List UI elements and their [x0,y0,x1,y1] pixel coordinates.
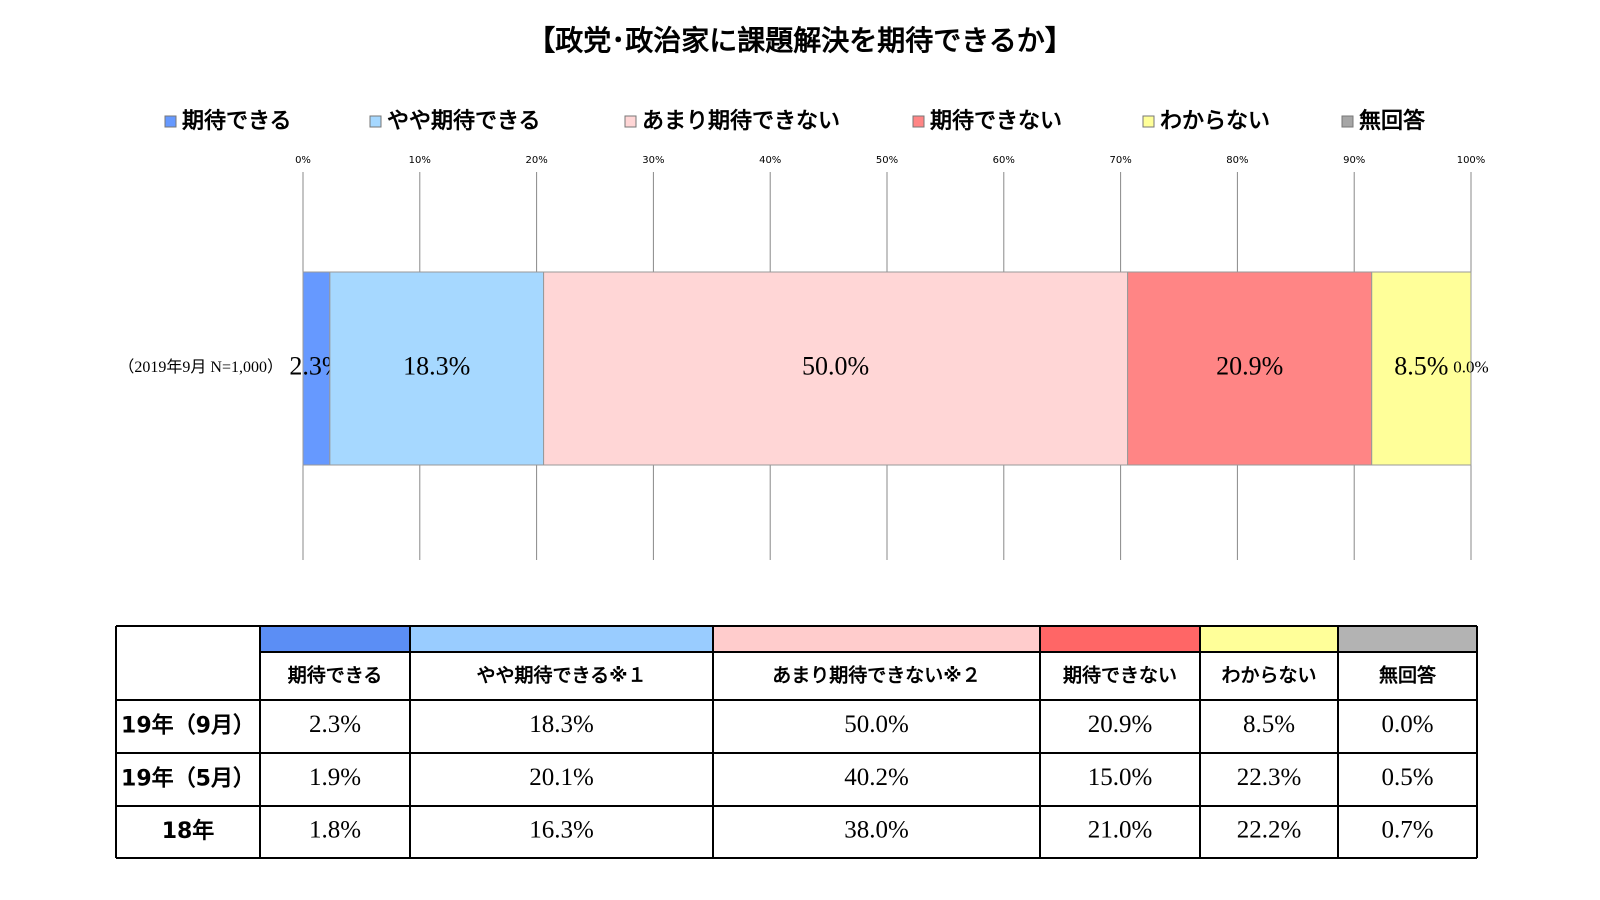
legend-label: やや期待できる [387,108,541,134]
legend-swatch [369,115,382,128]
x-tick-label: 70% [1109,155,1131,166]
color-swatch [1200,626,1338,652]
legend-label: 無回答 [1359,108,1426,134]
row-header: 19年（9月） [121,713,255,739]
table-cell: 20.1% [529,764,594,791]
table-cell: 2.3% [309,711,361,738]
x-tick-label: 80% [1226,155,1248,166]
legend-label: あまり期待できない [642,108,840,134]
table-cell: 21.0% [1088,817,1153,844]
x-tick-label: 0% [295,155,311,166]
x-tick-label: 40% [759,155,781,166]
x-tick-label: 100% [1457,155,1486,166]
x-tick-label: 90% [1343,155,1365,166]
bar-segment [1371,271,1472,466]
legend-label: 期待できない [930,108,1062,134]
chart-title: 【政党･政治家に課題解決を期待できるか】 [527,24,1072,57]
x-tick-label: 50% [876,155,898,166]
column-header: 期待できる [288,664,383,687]
color-swatch [1040,626,1200,652]
table-cell: 0.0% [1381,711,1433,738]
color-swatch [260,626,410,652]
legend-swatch [912,115,925,128]
table-cell: 22.2% [1237,817,1302,844]
x-tick-label: 30% [642,155,664,166]
legend-swatch [1341,115,1354,128]
legend-swatch [624,115,637,128]
table-cell: 8.5% [1243,711,1295,738]
legend-label: わからない [1160,109,1270,134]
legend-label: 期待できる [182,108,292,134]
x-tick-label: 20% [525,155,547,166]
legend-swatch [164,115,177,128]
table-cell: 15.0% [1088,764,1153,791]
data-label: 50.0% [802,351,869,380]
column-header: 期待できない [1063,664,1177,687]
column-header: やや期待できる※１ [476,664,646,687]
x-tick-label: 60% [993,155,1015,166]
data-label: 20.9% [1216,351,1283,380]
column-header: 無回答 [1379,664,1437,687]
column-header: わからない [1221,665,1316,687]
row-header: 19年（5月） [121,766,255,792]
table-cell: 0.5% [1381,764,1433,791]
table-cell: 1.8% [309,817,361,844]
bar-segment [302,271,331,466]
table-cell: 18.3% [529,711,594,738]
table-cell: 38.0% [844,817,909,844]
color-swatch [1338,626,1477,652]
table-cell: 22.3% [1237,764,1302,791]
y-tick-label: （2019年9月 N=1,000） [118,358,283,376]
table-cell: 50.0% [844,711,909,738]
data-label: 8.5% [1394,351,1448,380]
bar-segment [543,271,1129,466]
table-cell: 40.2% [844,764,909,791]
data-label: 18.3% [403,351,470,380]
table-cell: 20.9% [1088,711,1153,738]
column-header: あまり期待できない※２ [772,664,980,687]
x-tick-label: 10% [409,155,431,166]
color-swatch [410,626,713,652]
row-header: 18年 [162,818,215,844]
table-cell: 0.7% [1381,817,1433,844]
data-table: 期待できる やや期待できる※１ あまり期待できない※２ 期待できない わからない 無回答 1… [115,625,1478,859]
color-swatch [713,626,1040,652]
table-cell: 1.9% [309,764,361,791]
table-cell: 16.3% [529,817,594,844]
legend-swatch [1142,115,1155,128]
data-label: 0.0% [1453,357,1488,376]
